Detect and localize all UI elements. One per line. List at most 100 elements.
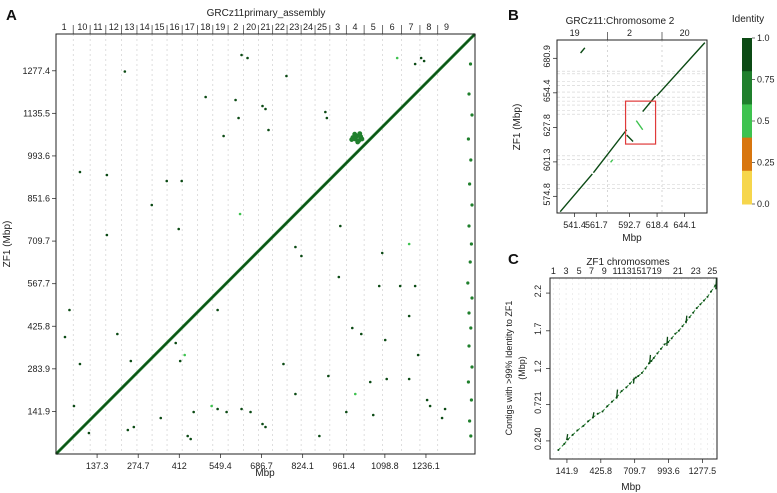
panel-c-contig-point [587,420,590,423]
panel-a-point [174,341,178,345]
panel-a-point [237,116,240,120]
panel-a-edge-point [469,326,473,330]
panel-a-grid [72,34,439,454]
panel-a-chromosome-label: 6 [390,22,395,32]
panel-a-y-tick-label: 141.9 [27,406,50,416]
panel-a-chromosome-label: 12 [109,22,119,32]
panel-c-contig-point [576,429,579,432]
panel-c-contig-line [567,434,574,440]
panel-a-point [249,410,252,414]
panel-a-point [178,359,182,363]
panel-a-edge-point [469,158,473,162]
panel-a-y-tick-label: 709.7 [27,236,50,246]
panel-b-alignment-segment [642,95,657,112]
panel-c-chromosome-label: 5 [577,266,582,276]
panel-c-contig-point [663,343,666,346]
panel-a-x-tick-label: 824.1 [291,461,314,471]
panel-c-contig-line [572,429,578,436]
panel-b-x-tick-label: 561.7 [585,220,608,230]
panel-a-light-point [183,353,186,357]
panel-a-edge-point [468,419,472,423]
panel-a-y-tick-label: 993.6 [27,151,50,161]
panel-a-chromosome-label: 2 [233,22,238,32]
panel-c-contig-point [611,400,614,403]
panel-a-cluster-point [349,137,355,143]
panel-a-chromosome-label: 21 [260,22,270,32]
panel-a-chromosome-label: 1 [62,22,67,32]
panel-c-chromosome-label: 1 [551,266,556,276]
panel-a-point [383,338,387,342]
panel-a-point [150,203,154,207]
legend-tick-label: 0.0 [757,199,770,209]
panel-a-x-tick-label: 1236.1 [412,461,440,471]
legend-tick-label: 0.25 [757,158,775,168]
panel-a-point [422,59,426,63]
panel-a-edge-point [469,242,474,246]
panel-c-x-tick-label: 141.9 [556,466,579,476]
panel-c-contig-point [659,347,662,350]
panel-c-contig-point [557,448,560,451]
panel-a-y-tick-label: 283.9 [27,364,50,374]
panel-a-chromosome-label: 19 [215,22,225,32]
panel-a-point [126,428,130,432]
panel-b-y-tick-label: 601.3 [542,149,552,172]
panel-c: ZF1 chromosomes 1 3 5 7 9 11 13 15 17 19 21 23 25 14… [504,257,718,493]
panel-b-x-tick-label: 541.4 [563,220,586,230]
panel-a-point [345,410,348,414]
panel-c-step-segment [685,315,688,324]
panel-a-edge-point [467,92,471,96]
panel-a-chromosome-label: 22 [275,22,285,32]
panel-c-contig-point [601,410,604,413]
panel-a-x-ticks: 137.3 274.7 412 549.4 686.7 824.1 961.4 1098.8 1… [86,454,440,471]
panel-a-point [428,404,432,408]
panel-c-contig-line [616,390,622,398]
panel-c-contig-point [625,386,628,389]
panel-c-contig-line [592,413,599,418]
panel-a-point [327,374,330,378]
panel-b-alignment-segment [592,129,628,174]
panel-a-point [105,233,109,237]
panel-a-point [216,407,219,411]
panel-a-x-tick-label: 137.3 [86,461,109,471]
panel-b-y-tick-label: 654.4 [542,80,552,103]
panel-c-contig-point [710,290,713,293]
panel-c-step-segment [632,377,635,384]
panel-c-chromosome-label: 9 [602,266,607,276]
panel-a-chromosome-label: 9 [444,22,449,32]
panel-a-point [350,326,354,330]
panel-a-edge-point [470,113,474,117]
panel-c-contig-point [656,352,659,355]
panel-c-contig-point [699,303,702,306]
panel-letter-c: C [508,251,519,268]
panel-c-contig-line [587,417,594,422]
panel-a-edge-point [466,380,471,384]
panel-a-chromosome-label: 24 [303,22,313,32]
panel-a-point [325,116,329,120]
panel-c-contig-point [606,405,609,408]
panel-c-contig-point [652,356,655,359]
panel-c-step-segment [566,434,569,441]
panel-a-cluster-point [355,139,361,145]
panel-a-chromosome-label: 3 [335,22,340,32]
panel-c-chromosome-label: 3 [563,266,568,276]
panel-b-x-tick-label: 644.1 [673,220,696,230]
panel-a-point [240,53,243,57]
panel-a-point [368,380,372,384]
panel-a-edge-point [467,224,471,228]
panel-a-chromosome-label: 13 [124,22,134,32]
panel-a-edge-point [467,311,471,315]
panel-a-point [359,332,363,336]
panel-b-x-axis-label: Mbp [622,233,642,244]
panel-a-y-tick-label: 425.8 [27,321,50,331]
panel-a-point [413,284,417,288]
panel-c-contig-line [606,401,613,407]
panel-a-y-tick-label: 1135.5 [23,108,50,118]
panel-c-step-segment [592,412,595,418]
panel-a-point [371,413,375,417]
panel-c-contig-point [640,372,643,375]
panel-b-chromosome-label: 19 [570,28,580,38]
panel-b-grid [557,40,707,213]
panel-a-light-point [353,392,357,396]
